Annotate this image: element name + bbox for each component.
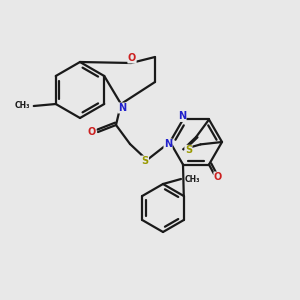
Text: N: N [178,112,186,122]
Text: CH₃: CH₃ [185,175,200,184]
Text: O: O [88,127,96,137]
Text: O: O [128,53,136,63]
Text: O: O [214,172,222,182]
Text: CH₃: CH₃ [14,101,30,110]
Text: S: S [185,145,192,155]
Text: S: S [141,156,148,166]
Text: N: N [118,103,126,113]
Text: N: N [164,139,172,149]
